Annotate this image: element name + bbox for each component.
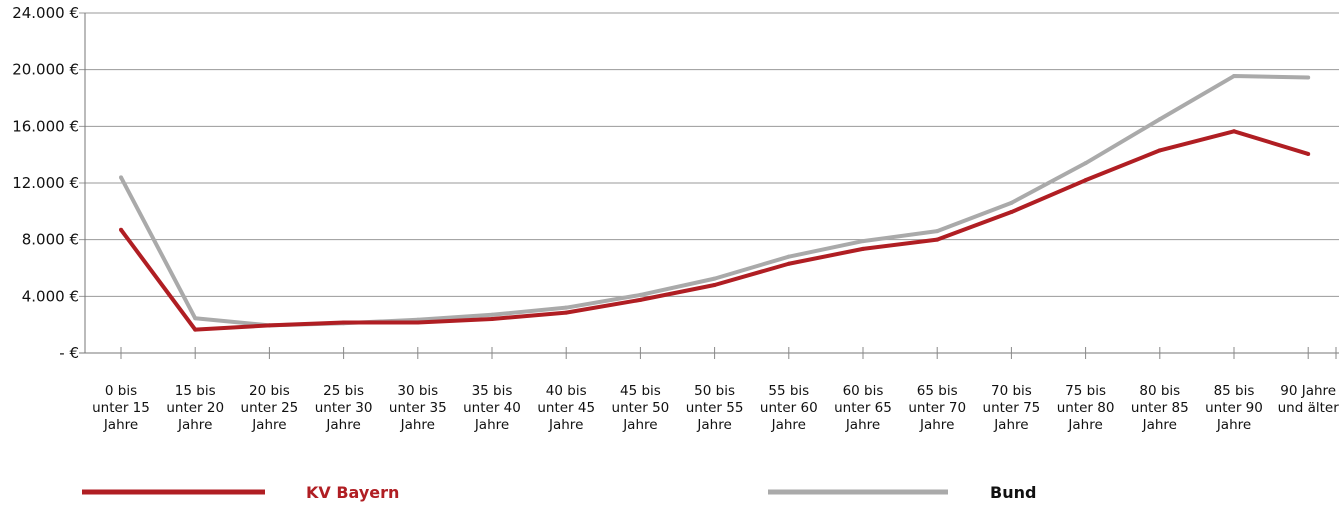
x-axis: 0 bis unter 15 Jahre 15 bis unter 20 Jahre 20 … <box>92 347 1339 433</box>
data-point <box>1009 200 1014 205</box>
x-tick-label: 60 bis unter 65 Jahre <box>834 383 892 433</box>
x-tick-label: 75 bis unter 80 Jahre <box>1057 383 1115 433</box>
data-point <box>638 292 643 297</box>
legend: KV Bayern Bund <box>82 483 1036 502</box>
x-tick-label: 40 bis unter 45 Jahre <box>537 383 595 433</box>
data-point <box>861 239 865 244</box>
y-tick-label: 4.000 € <box>22 287 79 305</box>
data-point <box>861 246 865 251</box>
data-point <box>1009 210 1014 215</box>
data-point <box>1306 75 1311 80</box>
x-tick-label: 90 Jahre und älter <box>1278 383 1339 416</box>
data-point <box>267 323 272 328</box>
x-tick-label: 50 bis unter 55 Jahre <box>686 383 744 433</box>
y-tick-label: 20.000 € <box>12 61 79 79</box>
data-point <box>1232 129 1236 134</box>
x-tick-label: 15 bis unter 20 Jahre <box>166 383 224 433</box>
grid-lines <box>79 12 1339 354</box>
data-point <box>119 175 123 180</box>
data-point <box>564 310 569 315</box>
x-tick-label: 45 bis unter 50 Jahre <box>612 383 670 433</box>
x-tick-label: 35 bis unter 40 Jahre <box>463 383 521 433</box>
data-point <box>1157 117 1162 122</box>
y-tick-label: 16.000 € <box>12 117 79 135</box>
data-point <box>1157 148 1162 153</box>
data-point <box>935 229 940 234</box>
legend-label: Bund <box>990 483 1036 502</box>
data-point <box>1232 74 1236 79</box>
y-tick-label: 12.000 € <box>12 174 79 192</box>
data-point <box>638 297 643 302</box>
x-tick-label: 80 bis unter 85 Jahre <box>1131 383 1189 433</box>
series-line-bund <box>119 74 1309 328</box>
data-point <box>490 312 494 317</box>
y-tick-label: - € <box>59 344 79 362</box>
data-point <box>564 305 569 310</box>
x-tick-label: 30 bis unter 35 Jahre <box>389 383 447 433</box>
data-point <box>1306 151 1311 156</box>
x-tick-label: 0 bis unter 15 Jahre <box>92 383 150 433</box>
data-point <box>1083 178 1088 183</box>
data-point <box>415 320 420 325</box>
series-lines <box>119 74 1311 332</box>
x-tick-label: 20 bis unter 25 Jahre <box>241 383 299 433</box>
data-point <box>712 283 717 287</box>
data-point <box>935 237 940 242</box>
data-point <box>786 261 791 266</box>
x-tick-label: 70 bis unter 75 Jahre <box>983 383 1041 433</box>
data-point <box>119 227 123 232</box>
data-point <box>193 316 198 321</box>
data-point <box>786 254 791 259</box>
y-tick-label: 8.000 € <box>22 231 79 249</box>
x-tick-label: 25 bis unter 30 Jahre <box>315 383 373 433</box>
x-tick-label: 85 bis unter 90 Jahre <box>1205 383 1263 433</box>
data-point <box>341 320 346 325</box>
data-point <box>1083 161 1088 166</box>
y-tick-label: 24.000 € <box>12 4 79 22</box>
series-line-kv-bayern <box>119 129 1309 332</box>
y-axis: - € 4.000 € 8.000 € 12.000 € 16.000 € 20.000 … <box>12 4 86 362</box>
x-tick-label: 55 bis unter 60 Jahre <box>760 383 818 433</box>
data-point <box>193 327 198 332</box>
data-point <box>490 317 494 321</box>
data-point <box>712 276 717 281</box>
x-tick-label: 65 bis unter 70 Jahre <box>908 383 966 433</box>
legend-label: KV Bayern <box>306 483 399 502</box>
